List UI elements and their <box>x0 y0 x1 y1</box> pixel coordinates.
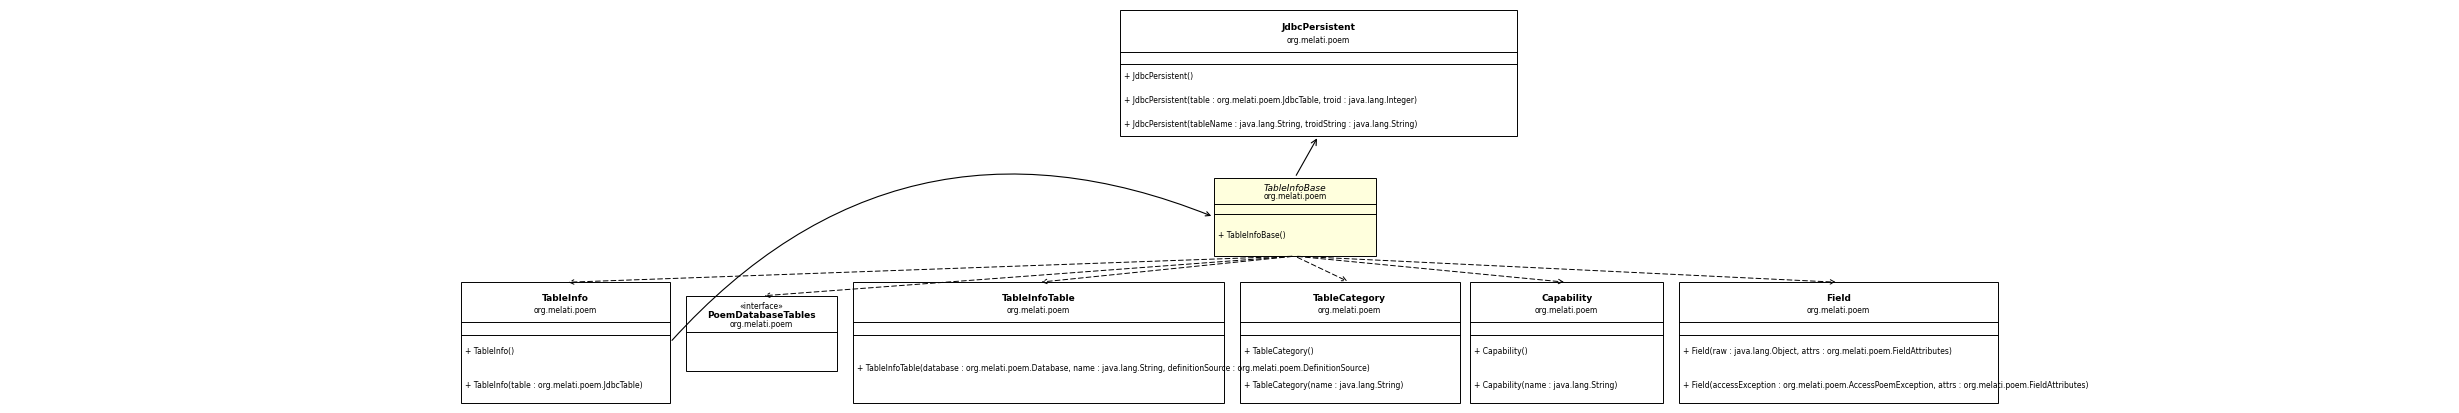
Text: + TableCategory(name : java.lang.String): + TableCategory(name : java.lang.String) <box>1244 381 1404 390</box>
Text: + TableCategory(): + TableCategory() <box>1244 347 1313 356</box>
Bar <box>1239 282 1461 403</box>
Text: + TableInfo(table : org.melati.poem.JdbcTable): + TableInfo(table : org.melati.poem.Jdbc… <box>465 381 642 390</box>
Text: org.melati.poem: org.melati.poem <box>534 306 598 316</box>
Bar <box>1119 10 1517 136</box>
Text: + JdbcPersistent(tableName : java.lang.String, troidString : java.lang.String): + JdbcPersistent(tableName : java.lang.S… <box>1124 119 1416 128</box>
Text: «interface»: «interface» <box>740 301 784 311</box>
Text: + TableInfoTable(database : org.melati.poem.Database, name : java.lang.String, d: + TableInfoTable(database : org.melati.p… <box>858 364 1370 373</box>
Bar <box>460 282 671 403</box>
Bar <box>853 282 1225 403</box>
Bar <box>1215 178 1377 256</box>
Bar <box>686 296 839 371</box>
Text: TableInfoTable: TableInfoTable <box>1001 294 1075 303</box>
Text: TableInfoBase: TableInfoBase <box>1264 184 1325 192</box>
Text: Field: Field <box>1827 294 1852 303</box>
Bar <box>1470 282 1662 403</box>
Text: org.melati.poem: org.melati.poem <box>1264 192 1325 201</box>
Text: org.melati.poem: org.melati.poem <box>1534 306 1598 316</box>
Text: + Field(raw : java.lang.Object, attrs : org.melati.poem.FieldAttributes): + Field(raw : java.lang.Object, attrs : … <box>1684 347 1952 356</box>
Text: + TableInfoBase(): + TableInfoBase() <box>1217 230 1286 240</box>
Text: JdbcPersistent: JdbcPersistent <box>1281 23 1355 31</box>
Text: + Capability(): + Capability() <box>1473 347 1527 356</box>
Text: + JdbcPersistent(): + JdbcPersistent() <box>1124 72 1193 81</box>
Text: org.melati.poem: org.melati.poem <box>1008 306 1070 316</box>
Text: + Field(accessException : org.melati.poem.AccessPoemException, attrs : org.melat: + Field(accessException : org.melati.poe… <box>1684 381 2088 390</box>
Text: Capability: Capability <box>1542 294 1593 303</box>
Text: + JdbcPersistent(table : org.melati.poem.JdbcTable, troid : java.lang.Integer): + JdbcPersistent(table : org.melati.poem… <box>1124 96 1416 104</box>
Text: PoemDatabaseTables: PoemDatabaseTables <box>708 311 816 320</box>
Text: + TableInfo(): + TableInfo() <box>465 347 514 356</box>
Bar <box>1679 282 1999 403</box>
Text: org.melati.poem: org.melati.poem <box>1807 306 1871 316</box>
Text: org.melati.poem: org.melati.poem <box>730 320 794 329</box>
Text: TableInfo: TableInfo <box>541 294 590 303</box>
Text: + Capability(name : java.lang.String): + Capability(name : java.lang.String) <box>1473 381 1618 390</box>
Text: org.melati.poem: org.melati.poem <box>1318 306 1382 316</box>
Text: TableCategory: TableCategory <box>1313 294 1387 303</box>
Text: org.melati.poem: org.melati.poem <box>1286 36 1350 45</box>
